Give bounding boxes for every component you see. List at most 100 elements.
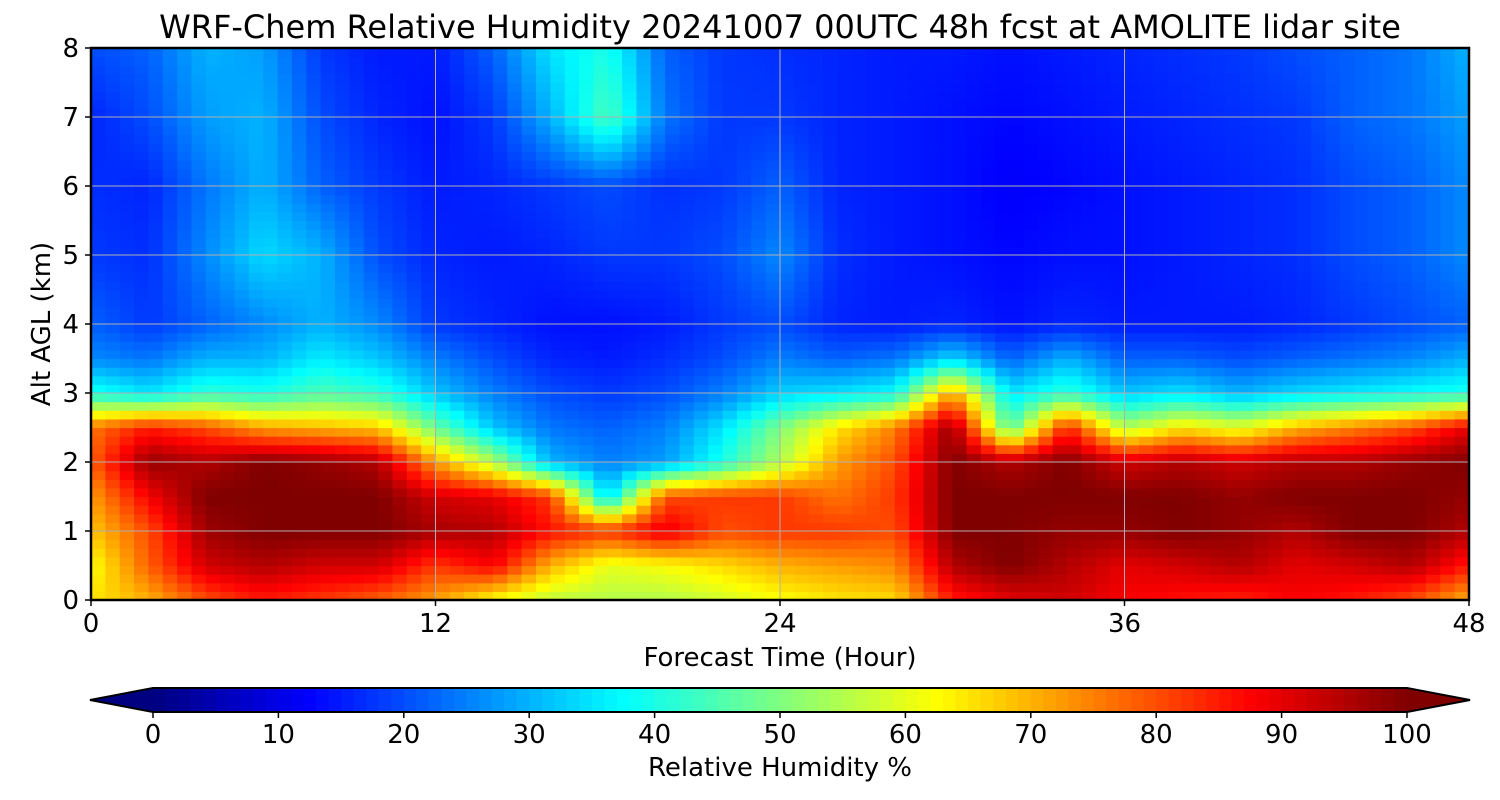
heatmap-cell (406, 505, 422, 515)
heatmap-cell (1167, 453, 1183, 463)
heatmap-cell (1110, 565, 1126, 575)
heatmap-cell (794, 315, 810, 325)
heatmap-cell (808, 332, 824, 342)
heatmap-cell (492, 229, 508, 239)
heatmap-cell (191, 255, 207, 265)
heatmap-cell (1397, 194, 1413, 204)
heatmap-cell (1268, 203, 1283, 213)
heatmap-cell (378, 531, 394, 541)
heatmap-cell (923, 168, 939, 178)
heatmap-cell (1382, 418, 1398, 429)
heatmap-cell (650, 203, 666, 213)
heatmap-cell (1311, 505, 1327, 515)
heatmap-cell (435, 324, 451, 334)
heatmap-cell (91, 574, 106, 584)
heatmap-cell (1397, 177, 1413, 187)
heatmap-cell (1296, 324, 1312, 334)
heatmap-cell (1268, 565, 1283, 575)
heatmap-cell (894, 194, 910, 204)
heatmap-cell (1282, 582, 1298, 592)
heatmap-cell (449, 341, 465, 351)
heatmap-cell (134, 168, 150, 178)
heatmap-cell (378, 479, 394, 489)
heatmap-cell (248, 211, 264, 222)
heatmap-cell (564, 341, 580, 351)
heatmap-cell (1411, 479, 1427, 489)
heatmap-cell (722, 255, 738, 265)
heatmap-cell (1196, 194, 1212, 204)
heatmap-cell (1009, 358, 1025, 368)
heatmap-cell (894, 479, 910, 489)
heatmap-cell (851, 427, 867, 437)
heatmap-cell (1067, 194, 1083, 204)
heatmap-cell (521, 462, 537, 472)
heatmap-cell (880, 151, 896, 161)
heatmap-cell (1009, 255, 1025, 265)
heatmap-cell (464, 384, 480, 394)
heatmap-cell (952, 487, 968, 498)
heatmap-cell (263, 522, 279, 532)
heatmap-cell (1440, 539, 1456, 549)
heatmap-cell (220, 237, 236, 247)
heatmap-cell (1339, 332, 1355, 342)
heatmap-cell (937, 229, 953, 239)
heatmap-cell (550, 565, 566, 575)
heatmap-cell (1038, 186, 1054, 196)
heatmap-cell (220, 220, 236, 230)
heatmap-cell (449, 375, 465, 385)
heatmap-cell (1454, 358, 1470, 368)
heatmap-cell (579, 349, 594, 360)
heatmap-cell (823, 255, 839, 265)
heatmap-cell (220, 349, 236, 360)
heatmap-cell (751, 229, 767, 239)
heatmap-cell (1397, 229, 1413, 239)
heatmap-cell (406, 556, 422, 567)
heatmap-cell (263, 574, 279, 584)
heatmap-cell (1095, 479, 1111, 489)
heatmap-cell (1167, 349, 1183, 360)
heatmap-cell (119, 272, 135, 282)
heatmap-cell (1454, 255, 1470, 265)
heatmap-cell (665, 436, 681, 446)
heatmap-cell (449, 487, 465, 498)
heatmap-cell (693, 289, 709, 299)
heatmap-cell (708, 151, 724, 161)
heatmap-cell (234, 470, 250, 480)
heatmap-cell (105, 298, 121, 308)
heatmap-cell (937, 401, 953, 411)
heatmap-cell (995, 298, 1011, 308)
heatmap-cell (105, 220, 121, 230)
heatmap-cell (1153, 280, 1169, 291)
heatmap-cell (593, 280, 609, 291)
heatmap-cell (722, 539, 738, 549)
heatmap-cell (1110, 306, 1126, 316)
heatmap-cell (923, 255, 939, 265)
heatmap-cell (650, 280, 666, 291)
heatmap-cell (363, 470, 379, 480)
heatmap-cell (1454, 565, 1470, 575)
heatmap-cell (693, 427, 709, 437)
heatmap-cell (708, 453, 724, 463)
heatmap-cell (205, 160, 221, 170)
heatmap-cell (306, 444, 322, 454)
heatmap-cell (866, 418, 882, 429)
heatmap-cell (1138, 289, 1154, 299)
heatmap-cell (134, 565, 150, 575)
heatmap-cell (550, 255, 566, 265)
heatmap-cell (1024, 462, 1039, 472)
heatmap-cell (937, 436, 953, 446)
heatmap-cell (923, 539, 939, 549)
heatmap-cell (335, 513, 350, 523)
heatmap-cell (736, 513, 752, 523)
heatmap-cell (866, 556, 882, 567)
heatmap-cell (564, 280, 580, 291)
heatmap-cell (1296, 393, 1312, 403)
heatmap-cell (1224, 186, 1240, 196)
heatmap-cell (449, 203, 465, 213)
heatmap-cell (851, 229, 867, 239)
heatmap-cell (1382, 315, 1398, 325)
heatmap-cell (693, 496, 709, 506)
heatmap-cell (1196, 186, 1212, 196)
heatmap-cell (894, 401, 910, 411)
heatmap-cell (1067, 341, 1083, 351)
